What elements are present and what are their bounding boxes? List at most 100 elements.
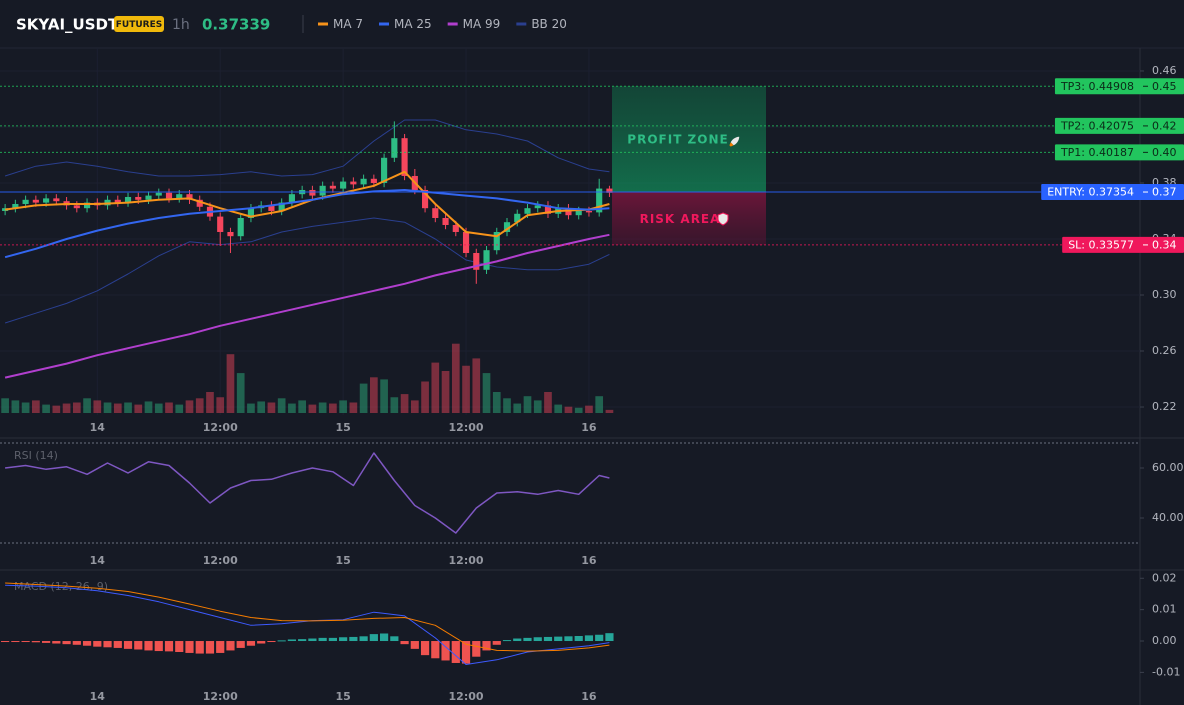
volume-bar bbox=[236, 373, 245, 413]
volume-bar bbox=[42, 404, 50, 413]
candle-body bbox=[12, 203, 19, 209]
macd-histogram-bar bbox=[113, 641, 122, 648]
badge-label: FUTURES bbox=[116, 20, 162, 30]
moving-average bbox=[4, 233, 610, 379]
candle-body bbox=[196, 199, 203, 207]
bb-upper bbox=[4, 119, 610, 177]
y-tick-label: 0.02 bbox=[1152, 571, 1177, 584]
volume-bar bbox=[421, 381, 429, 413]
y-tick-label: 60.00 bbox=[1152, 461, 1184, 474]
volume-bar bbox=[503, 398, 511, 413]
candle-body bbox=[319, 185, 326, 196]
macd-histogram-bar bbox=[175, 641, 184, 652]
volume-bar bbox=[462, 365, 470, 413]
macd-histogram-bar bbox=[154, 641, 163, 652]
candle-body bbox=[585, 210, 593, 213]
macd-histogram-bar bbox=[267, 641, 276, 643]
macd-histogram-bar bbox=[410, 641, 419, 649]
y-tick-label: 0.22 bbox=[1152, 400, 1177, 413]
x-tick-label: 12:00 bbox=[449, 421, 484, 434]
volume-bar bbox=[390, 397, 399, 413]
volume-bar bbox=[339, 400, 347, 413]
volume-bar bbox=[165, 402, 173, 413]
volume-bar bbox=[574, 407, 583, 413]
volume-bar bbox=[349, 402, 358, 413]
macd-histogram-bar bbox=[164, 641, 174, 652]
volume-bar bbox=[564, 406, 573, 413]
macd-histogram-bar bbox=[369, 634, 378, 642]
macd-histogram-bar bbox=[144, 641, 153, 651]
legend-label: MA 99 bbox=[463, 17, 501, 31]
y-tick-label: 0.30 bbox=[1152, 288, 1177, 301]
macd-histogram-bar bbox=[543, 636, 553, 642]
volume-bar bbox=[492, 392, 501, 413]
volume-bar bbox=[134, 404, 143, 413]
volume-bar bbox=[298, 400, 306, 413]
candle-body bbox=[288, 194, 295, 203]
macd-histogram-bar bbox=[103, 641, 112, 648]
macd-histogram-bar bbox=[216, 641, 225, 653]
macd-histogram-bar bbox=[461, 641, 471, 664]
level-tag bbox=[1041, 184, 1184, 201]
macd-histogram-bar bbox=[236, 641, 245, 648]
legend-label: MA 7 bbox=[333, 17, 363, 31]
volume-bar bbox=[308, 404, 317, 413]
level-axis-label: 0.40 bbox=[1152, 146, 1177, 159]
macd-histogram-bar bbox=[287, 639, 297, 642]
candle-body bbox=[165, 192, 173, 199]
x-tick-label: 14 bbox=[90, 554, 106, 567]
candle-body bbox=[493, 231, 500, 251]
last-price: 0.37339 bbox=[202, 16, 270, 34]
macd-histogram-bar bbox=[1, 641, 10, 643]
rsi-line bbox=[5, 452, 610, 534]
volume-bar bbox=[185, 400, 194, 413]
candle-body bbox=[340, 181, 347, 189]
volume-bar bbox=[103, 402, 112, 413]
macd-histogram-bar bbox=[533, 637, 542, 642]
candle-body bbox=[524, 208, 531, 214]
level-label: TP3: 0.44908 bbox=[1060, 80, 1134, 93]
y-tick-label: 0.46 bbox=[1152, 64, 1177, 77]
level-tag bbox=[1062, 236, 1184, 253]
macd-histogram-bar bbox=[298, 639, 307, 642]
volume-bar bbox=[585, 405, 593, 413]
volume-bar bbox=[175, 404, 184, 413]
macd-histogram-bar bbox=[359, 636, 368, 642]
x-tick-label: 12:00 bbox=[203, 554, 238, 567]
volume-bar bbox=[216, 397, 225, 413]
volume-bar bbox=[93, 400, 102, 413]
volume-bar bbox=[533, 400, 542, 413]
candle-body bbox=[176, 194, 183, 199]
volume-bar bbox=[21, 402, 30, 413]
candle-body bbox=[381, 157, 388, 183]
volume-bar bbox=[472, 358, 481, 413]
volume-bar bbox=[72, 402, 81, 413]
macd-histogram-bar bbox=[400, 641, 409, 645]
macd-histogram-bar bbox=[523, 637, 532, 642]
volume-bar bbox=[400, 394, 409, 413]
volume-bar bbox=[380, 379, 388, 413]
candle-body bbox=[503, 222, 511, 232]
macd-histogram-bar bbox=[564, 636, 573, 642]
volume-bar bbox=[11, 400, 20, 413]
level-label: SL: 0.33577 bbox=[1068, 238, 1134, 251]
x-tick-label: 16 bbox=[581, 690, 597, 703]
pane-title: MACD (12, 26, 9) bbox=[14, 580, 108, 593]
volume-bar bbox=[605, 409, 614, 413]
macd-histogram-bar bbox=[226, 641, 235, 651]
candle-body bbox=[544, 205, 552, 214]
macd-histogram-bar bbox=[62, 641, 71, 645]
level-axis-label: 0.45 bbox=[1152, 80, 1177, 93]
volume-bar bbox=[144, 401, 153, 413]
volume-bar bbox=[595, 396, 604, 413]
candle-body bbox=[575, 210, 582, 216]
macd-histogram-bar bbox=[308, 638, 317, 642]
y-tick-label: 40.00 bbox=[1152, 511, 1184, 524]
macd-histogram-bar bbox=[441, 641, 450, 661]
macd-histogram-bar bbox=[349, 636, 358, 642]
volume-bar bbox=[113, 403, 122, 413]
y-tick-label: 0.00 bbox=[1152, 634, 1177, 647]
rocket-icon bbox=[729, 136, 740, 147]
volume-bar bbox=[52, 405, 61, 413]
level-tag bbox=[1054, 117, 1184, 134]
